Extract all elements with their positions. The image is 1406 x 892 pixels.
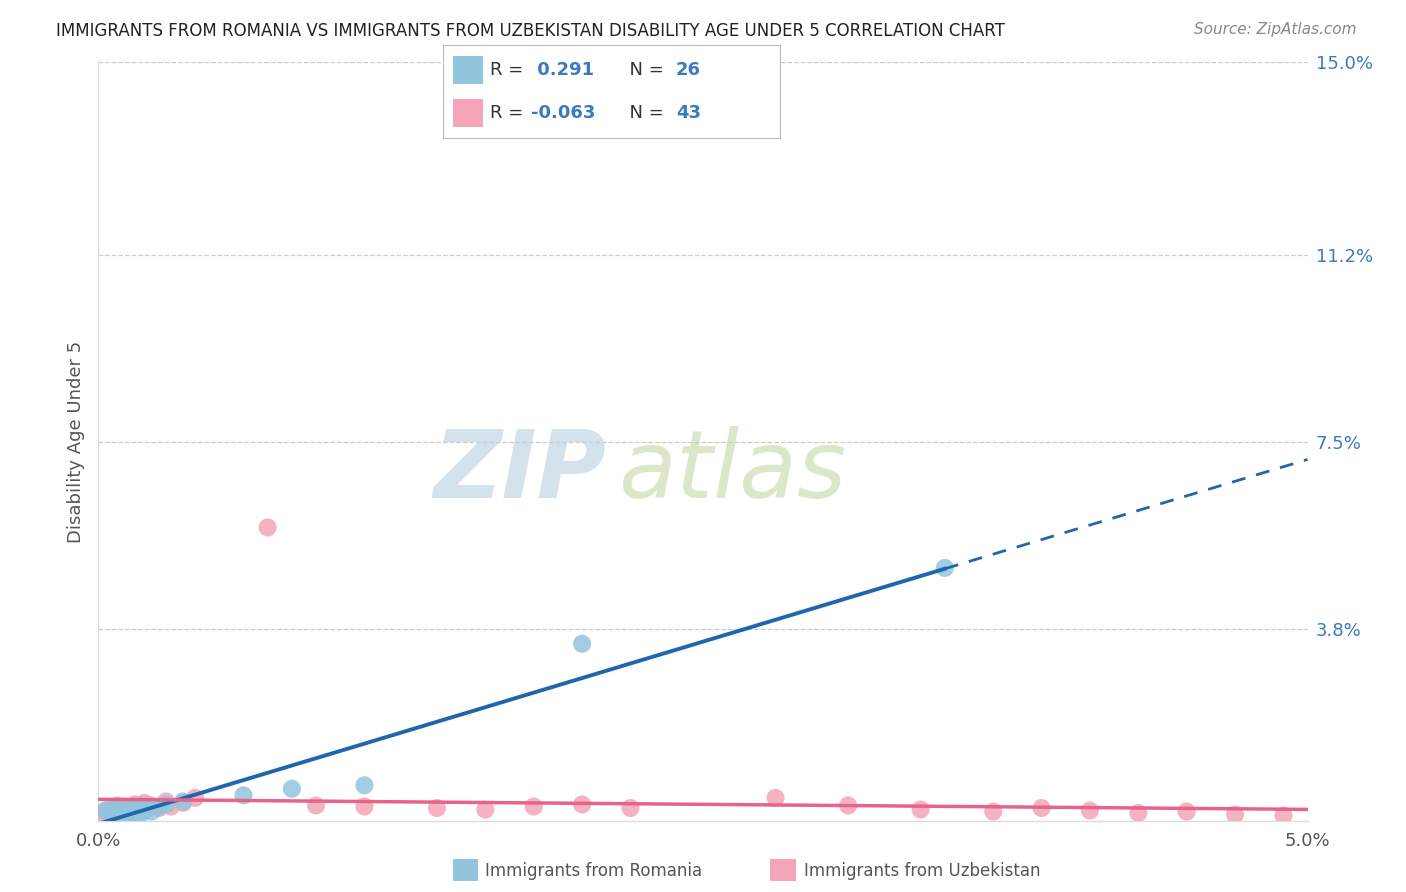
Point: [353, 799, 375, 814]
Text: 26: 26: [676, 61, 700, 78]
Text: atlas: atlas: [619, 426, 846, 517]
Point: [134, 798, 156, 813]
Text: 43: 43: [676, 104, 700, 122]
Point: [117, 804, 139, 818]
Point: [148, 801, 170, 815]
Point: [155, 794, 177, 808]
Text: ZIP: ZIP: [433, 425, 606, 518]
Point: [981, 805, 1004, 819]
Point: [111, 807, 134, 822]
Point: [1272, 808, 1295, 822]
Text: -0.063: -0.063: [530, 104, 595, 122]
Bar: [453, 99, 484, 127]
Point: [619, 801, 641, 815]
Point: [107, 811, 129, 825]
Point: [100, 806, 122, 821]
Point: [101, 808, 124, 822]
Text: 0.291: 0.291: [530, 61, 593, 78]
Point: [121, 801, 143, 815]
Text: IMMIGRANTS FROM ROMANIA VS IMMIGRANTS FROM UZBEKISTAN DISABILITY AGE UNDER 5 COR: IMMIGRANTS FROM ROMANIA VS IMMIGRANTS FR…: [56, 22, 1005, 40]
Point: [1078, 804, 1101, 818]
Point: [114, 799, 136, 814]
Point: [141, 805, 163, 819]
Point: [91, 806, 114, 821]
Point: [148, 799, 170, 814]
Point: [135, 801, 157, 815]
Point: [474, 803, 496, 817]
Point: [837, 798, 859, 813]
Point: [117, 804, 139, 818]
Point: [94, 804, 117, 818]
Point: [131, 806, 153, 821]
Point: [100, 801, 122, 815]
Point: [1175, 805, 1198, 819]
Text: Immigrants from Uzbekistan: Immigrants from Uzbekistan: [804, 862, 1040, 880]
Text: N =: N =: [619, 61, 669, 78]
Point: [305, 798, 328, 813]
Point: [97, 808, 120, 822]
Point: [108, 803, 131, 817]
Point: [172, 796, 194, 810]
Point: [141, 798, 163, 813]
Point: [184, 791, 207, 805]
Point: [108, 805, 131, 819]
Point: [1031, 801, 1053, 815]
Y-axis label: Disability Age Under 5: Disability Age Under 5: [66, 341, 84, 542]
Point: [571, 637, 593, 651]
Point: [128, 805, 150, 819]
Point: [104, 807, 127, 822]
Point: [910, 803, 932, 817]
Point: [934, 561, 956, 575]
Point: [121, 801, 143, 815]
Text: Source: ZipAtlas.com: Source: ZipAtlas.com: [1194, 22, 1357, 37]
Text: N =: N =: [619, 104, 669, 122]
Point: [101, 805, 124, 819]
Point: [107, 798, 129, 813]
Point: [114, 809, 136, 823]
Point: [134, 796, 156, 810]
Point: [172, 794, 194, 808]
Point: [256, 520, 278, 534]
Point: [111, 806, 134, 821]
Point: [128, 799, 150, 814]
Point: [127, 806, 149, 821]
Point: [124, 797, 146, 812]
Point: [118, 805, 141, 819]
Point: [232, 789, 254, 803]
Point: [135, 803, 157, 817]
Point: [127, 803, 149, 817]
Point: [426, 801, 449, 815]
Point: [571, 797, 593, 812]
Point: [94, 804, 117, 818]
Point: [160, 799, 183, 814]
Text: Immigrants from Romania: Immigrants from Romania: [485, 862, 702, 880]
Point: [131, 804, 153, 818]
Point: [155, 797, 177, 812]
Text: R =: R =: [491, 61, 529, 78]
Point: [118, 806, 141, 821]
Text: R =: R =: [491, 104, 529, 122]
Point: [1223, 807, 1246, 822]
Point: [124, 808, 146, 822]
Point: [765, 791, 787, 805]
Bar: [453, 56, 484, 84]
Point: [104, 801, 127, 815]
Point: [523, 799, 546, 814]
Point: [281, 781, 304, 796]
Point: [353, 778, 375, 792]
Point: [1128, 806, 1150, 821]
